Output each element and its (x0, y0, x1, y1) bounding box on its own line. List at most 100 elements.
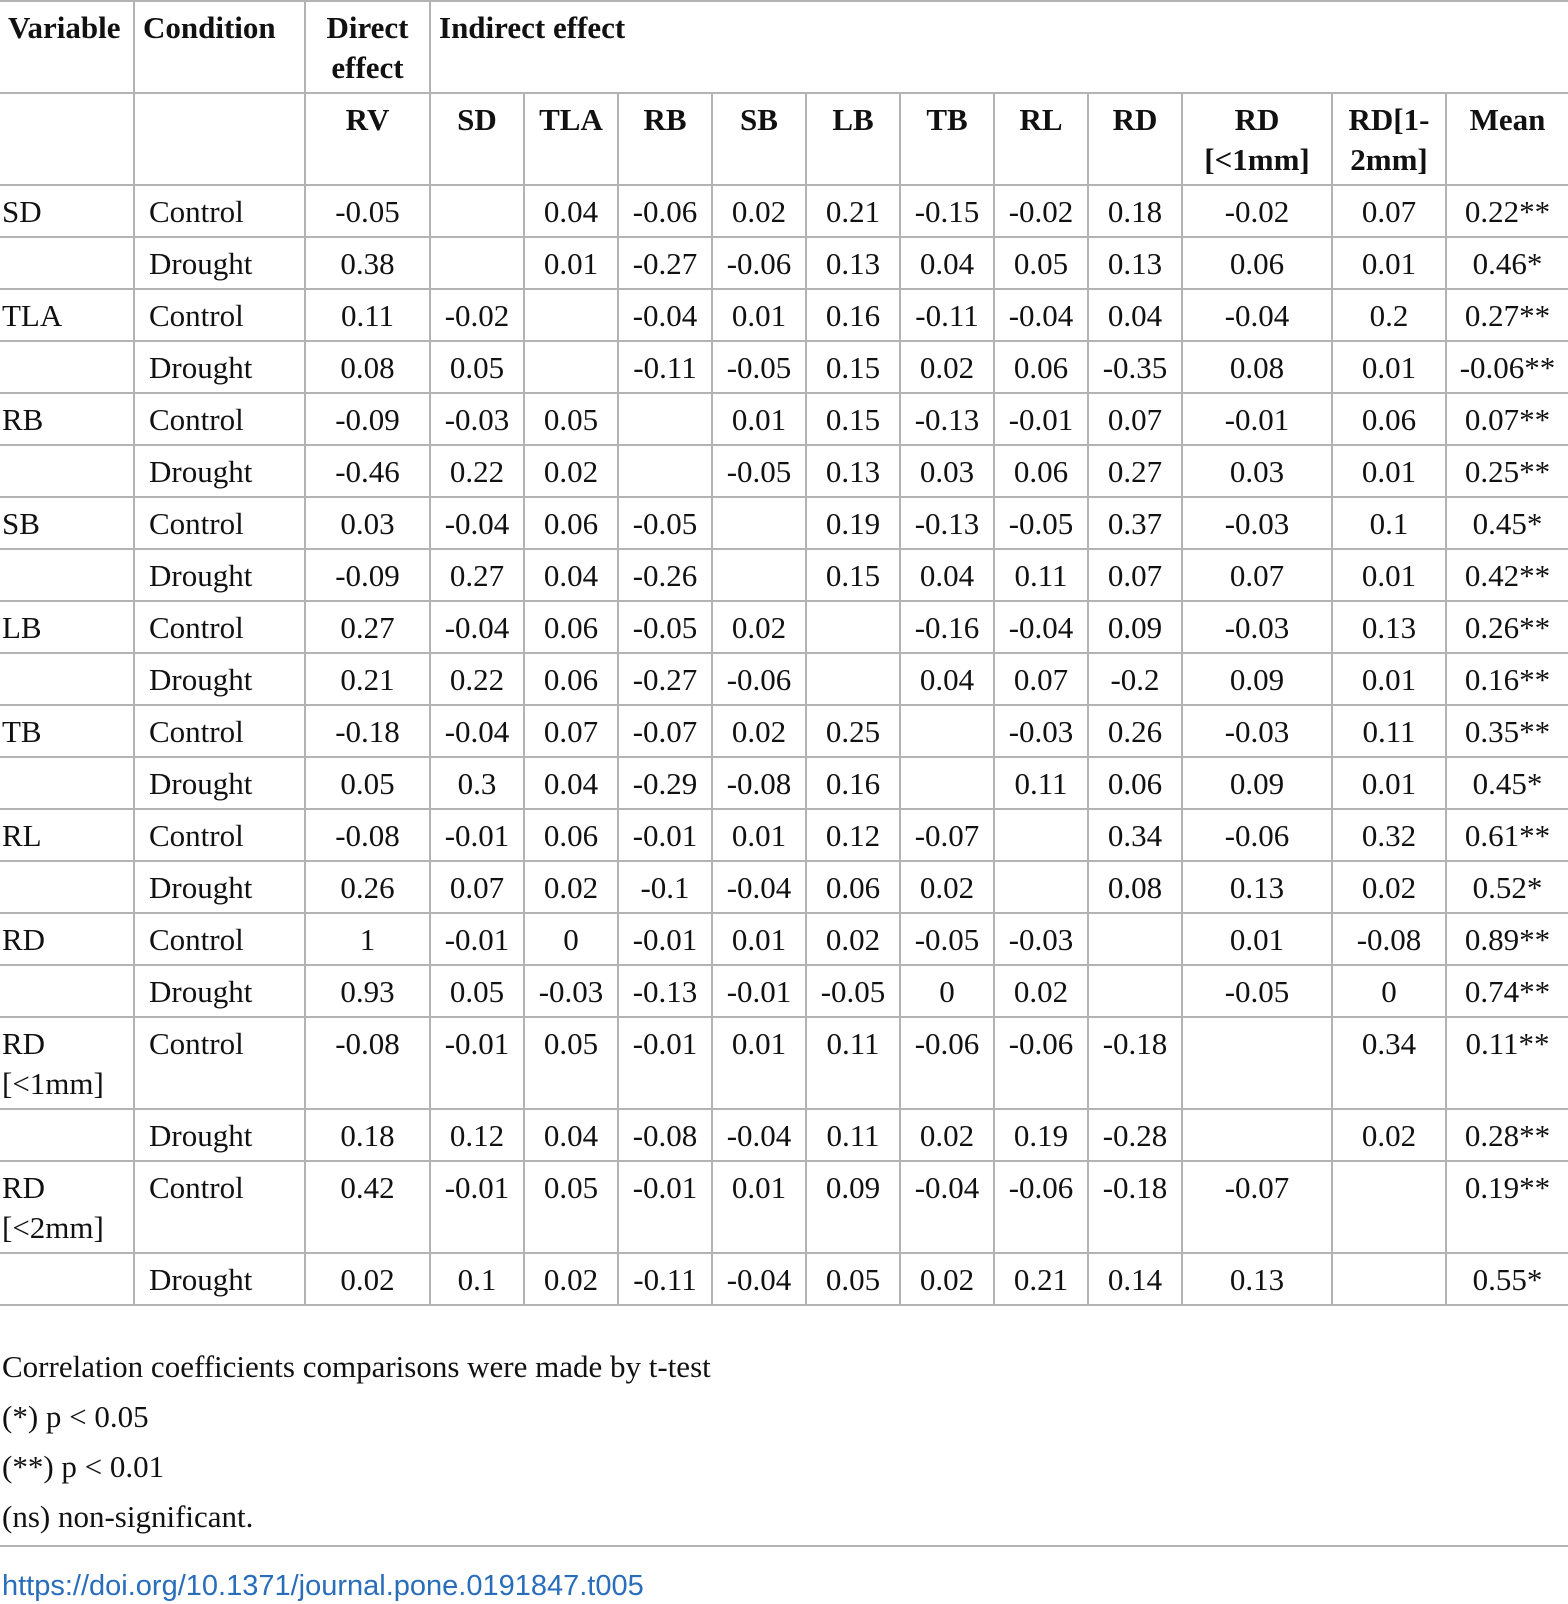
cell-value: 0.34 (1331, 1016, 1446, 1110)
cell-value: 0.13 (805, 236, 900, 290)
cell-value: -0.03 (523, 964, 618, 1018)
table-row: Drought 0.18 0.12 0.04 -0.08 -0.04 0.11 0.02 0.1… (0, 1108, 1568, 1162)
cell-variable: SD (0, 184, 134, 238)
cell-value: 0.02 (523, 444, 618, 498)
cell-value: 0.14 (1087, 1252, 1182, 1306)
header-variable: Variable (0, 0, 134, 94)
cell-value: 0.1 (429, 1252, 524, 1306)
cell-value: 0 (1331, 964, 1446, 1018)
cell-value: 0.89** (1445, 912, 1568, 966)
cell-value: 0.01 (711, 912, 806, 966)
cell-value: -0.03 (1181, 600, 1332, 654)
cell-variable (0, 652, 134, 706)
cell-value: -0.01 (993, 392, 1088, 446)
results-table: Variable Condition Direct effect Indirec… (0, 0, 1568, 1306)
header-direct-effect: Direct effect (304, 0, 430, 94)
header-row-2: RV SD TLA RB SB LB TB RL RD RD [<1mm] RD… (0, 92, 1568, 186)
cell-value: -0.27 (617, 652, 712, 706)
cell-value: 0.27 (304, 600, 430, 654)
cell-value: 0.04 (899, 652, 994, 706)
cell-value: -0.1 (617, 860, 712, 914)
cell-value: 0.26** (1445, 600, 1568, 654)
cell-value: 0.06 (523, 652, 618, 706)
cell-value: 0.42** (1445, 548, 1568, 602)
cell-value (523, 288, 618, 342)
cell-value: -0.06 (711, 652, 806, 706)
cell-value: -0.11 (617, 340, 712, 394)
cell-value: 0.27 (1087, 444, 1182, 498)
cell-value: 0.12 (429, 1108, 524, 1162)
cell-value: 0.55* (1445, 1252, 1568, 1306)
cell-value: 0.01 (711, 1160, 806, 1254)
table-row: LB Control 0.27 -0.04 0.06 -0.05 0.02 -0.16 -0.0… (0, 600, 1568, 654)
cell-value (805, 652, 900, 706)
cell-value: 0.03 (304, 496, 430, 550)
table-row: RD Control 1 -0.01 0 -0.01 0.01 0.02 -0.05 -0.03 0… (0, 912, 1568, 966)
cell-variable: SB (0, 496, 134, 550)
cell-value: 0.07 (993, 652, 1088, 706)
cell-variable (0, 340, 134, 394)
cell-value: 0.08 (1087, 860, 1182, 914)
cell-value: 0.11 (304, 288, 430, 342)
cell-value: 0.13 (1181, 860, 1332, 914)
table-row: Drought 0.05 0.3 0.04 -0.29 -0.08 0.16 0.11 0.06… (0, 756, 1568, 810)
header-col-rd-lt1mm: RD [<1mm] (1181, 92, 1332, 186)
cell-value: -0.05 (617, 496, 712, 550)
cell-value: 0.01 (711, 392, 806, 446)
table-row: Drought 0.38 0.01 -0.27 -0.06 0.13 0.04 0.05 0.1… (0, 236, 1568, 290)
cell-value: 0.04 (1087, 288, 1182, 342)
cell-value: 0.19 (805, 496, 900, 550)
cell-value: -0.02 (429, 288, 524, 342)
cell-value: 0.61** (1445, 808, 1568, 862)
cell-value: -0.05 (617, 600, 712, 654)
cell-value: -0.01 (711, 964, 806, 1018)
cell-value: -0.02 (993, 184, 1088, 238)
cell-value: 0.25 (805, 704, 900, 758)
cell-value: -0.07 (1181, 1160, 1332, 1254)
cell-condition: Drought (133, 964, 305, 1018)
cell-value: 0.15 (805, 340, 900, 394)
cell-condition: Control (133, 184, 305, 238)
header-indirect-effect: Indirect effect (429, 0, 1568, 94)
cell-value: -0.04 (993, 600, 1088, 654)
cell-value: 0.26 (1087, 704, 1182, 758)
cell-value: -0.02 (1181, 184, 1332, 238)
cell-variable (0, 548, 134, 602)
cell-value (899, 704, 994, 758)
cell-value: 0.04 (523, 756, 618, 810)
cell-value: 0.06 (523, 600, 618, 654)
table-row: RB Control -0.09 -0.03 0.05 0.01 0.15 -0.13 -0.0… (0, 392, 1568, 446)
cell-value: 0.21 (304, 652, 430, 706)
cell-value: -0.04 (429, 600, 524, 654)
cell-value (711, 496, 806, 550)
cell-value: 0.34 (1087, 808, 1182, 862)
cell-value: 0.05 (993, 236, 1088, 290)
cell-value: -0.11 (617, 1252, 712, 1306)
table-row: RD [<2mm] Control 0.42 -0.01 0.05 -0.01 0.01 0.… (0, 1160, 1568, 1254)
cell-value: 0.09 (805, 1160, 900, 1254)
header-col-sb: SB (711, 92, 806, 186)
cell-variable: RB (0, 392, 134, 446)
cell-value: -0.03 (429, 392, 524, 446)
cell-condition: Drought (133, 236, 305, 290)
cell-value: -0.28 (1087, 1108, 1182, 1162)
cell-value: 0.08 (1181, 340, 1332, 394)
cell-value: 0.06 (805, 860, 900, 914)
cell-value: -0.09 (304, 548, 430, 602)
table-container: Variable Condition Direct effect Indirec… (0, 0, 1568, 1306)
cell-value: -0.04 (711, 1252, 806, 1306)
cell-value: -0.01 (429, 912, 524, 966)
cell-variable: RD [<1mm] (0, 1016, 134, 1110)
cell-value: 0.02 (711, 600, 806, 654)
cell-value: 0.02 (899, 1108, 994, 1162)
cell-value: 0.02 (899, 1252, 994, 1306)
cell-value: -0.03 (1181, 704, 1332, 758)
header-col-rd-1-2mm: RD[1-2mm] (1331, 92, 1446, 186)
cell-condition: Control (133, 392, 305, 446)
cell-value: 0.52* (1445, 860, 1568, 914)
cell-value: 0 (899, 964, 994, 1018)
cell-value: 0.07 (1331, 184, 1446, 238)
cell-value: -0.06** (1445, 340, 1568, 394)
cell-value: 0.11 (805, 1108, 900, 1162)
doi-link[interactable]: https://doi.org/10.1371/journal.pone.019… (2, 1570, 644, 1602)
